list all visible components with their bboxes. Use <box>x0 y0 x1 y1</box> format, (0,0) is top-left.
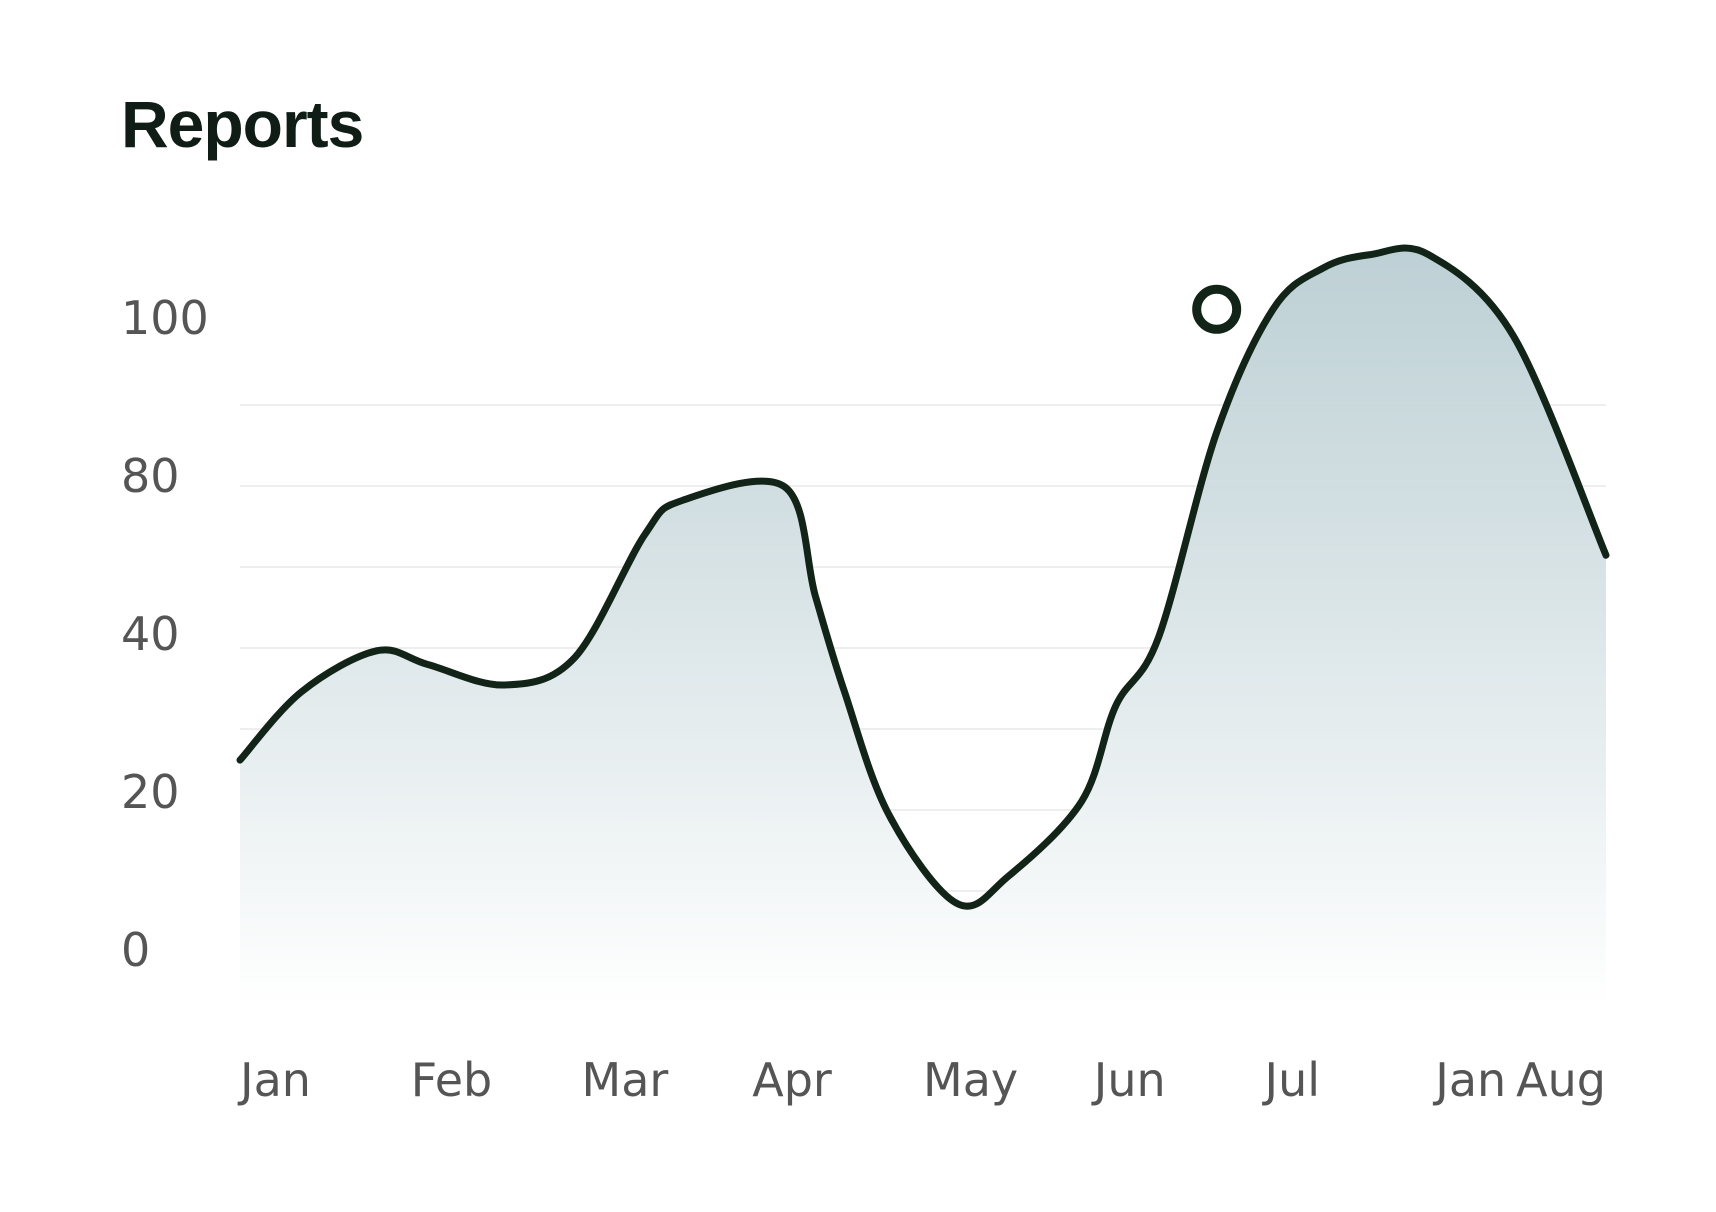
y-tick-label: 40 <box>121 607 180 661</box>
x-tick-label: May <box>923 1053 1018 1107</box>
x-tick-label: Apr <box>752 1053 832 1107</box>
x-tick-label: Mar <box>582 1053 669 1107</box>
series-area <box>240 248 1606 1006</box>
y-tick-label: 100 <box>121 291 209 345</box>
x-tick-label: Jul <box>1262 1053 1321 1107</box>
x-tick-label: Jan <box>1432 1053 1506 1107</box>
x-axis-ticks: Jan Feb Mar Apr May Jun Jul Jan Aug <box>237 1053 1606 1107</box>
x-tick-label: Aug <box>1516 1053 1606 1107</box>
y-tick-label: 0 <box>121 923 150 977</box>
y-tick-label: 80 <box>121 449 180 503</box>
y-axis-ticks: 0 20 40 80 100 <box>121 291 209 977</box>
chart-title: Reports <box>121 87 364 161</box>
x-tick-label: Jun <box>1091 1053 1166 1107</box>
x-tick-label: Jan <box>237 1053 311 1107</box>
series-line <box>236 244 1610 910</box>
data-point-marker[interactable] <box>1192 284 1242 334</box>
y-tick-label: 20 <box>121 765 180 819</box>
x-tick-label: Feb <box>411 1053 492 1107</box>
